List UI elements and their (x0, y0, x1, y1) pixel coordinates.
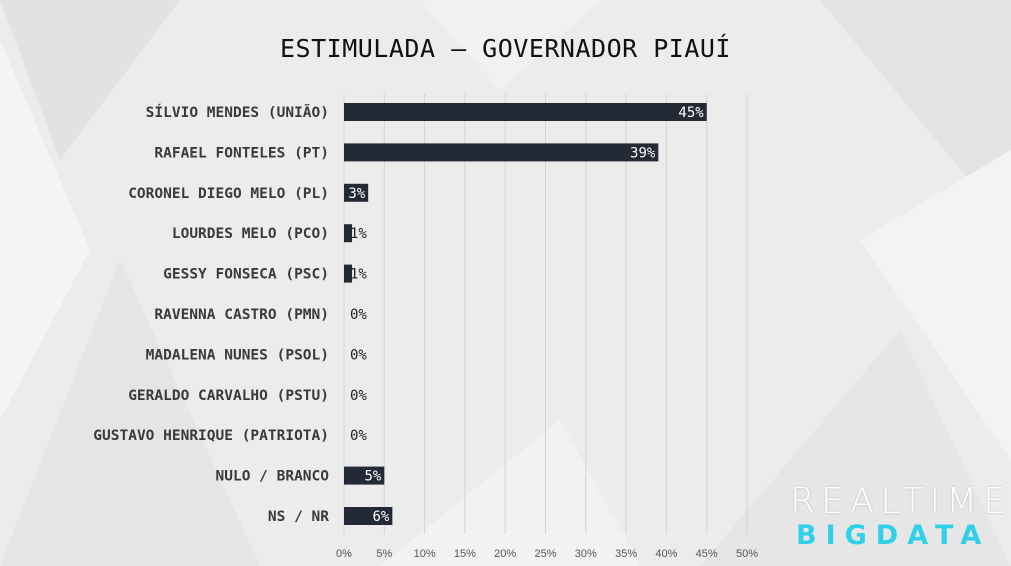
bar (344, 264, 353, 283)
data-label: 1% (350, 226, 367, 242)
x-tick-label: 20% (494, 548, 516, 560)
data-label: 0% (350, 347, 367, 363)
category-label: GESSY FONSECA (PSC) (163, 267, 329, 283)
brand-line-1: REALTIME (790, 481, 1011, 522)
brand-line-2: BIGDATA (796, 520, 991, 551)
category-label: NULO / BRANCO (216, 469, 330, 485)
bar (344, 103, 707, 121)
data-label: 45% (678, 105, 704, 121)
x-tick-label: 25% (534, 548, 556, 560)
x-tick-label: 15% (454, 548, 476, 560)
data-label: 0% (350, 307, 367, 323)
x-tick-label: 0% (336, 548, 352, 560)
brand-logo: REALTIME BIGDATA (790, 481, 1011, 551)
bar (344, 183, 369, 202)
data-label: 0% (350, 428, 367, 444)
category-label: NS / NR (268, 509, 329, 525)
category-label: MADALENA NUNES (PSOL) (146, 347, 329, 363)
category-label: LOURDES MELO (PCO) (172, 226, 329, 242)
x-tick-label: 30% (575, 548, 597, 560)
category-label: GUSTAVO HENRIQUE (PATRIOTA) (93, 428, 329, 444)
data-label: 0% (350, 388, 367, 404)
data-label: 39% (630, 145, 656, 161)
x-tick-label: 40% (655, 548, 677, 560)
bar (344, 466, 385, 485)
category-label: RAFAEL FONTELES (PT) (154, 145, 329, 161)
data-label: 1% (350, 267, 367, 283)
category-label: GERALDO CARVALHO (PSTU) (128, 388, 329, 404)
category-label: SÍLVIO MENDES (UNIÃO) (146, 104, 329, 121)
x-tick-label: 5% (376, 548, 392, 560)
bar (344, 143, 659, 162)
bar (344, 224, 353, 243)
x-tick-label: 35% (615, 548, 637, 560)
x-tick-label: 50% (736, 548, 758, 560)
data-label: 3% (348, 186, 365, 202)
data-label: 6% (373, 509, 390, 525)
chart-title: ESTIMULADA – GOVERNADOR PIAUÍ (280, 34, 731, 63)
data-label: 5% (364, 469, 381, 485)
category-label: CORONEL DIEGO MELO (PL) (128, 186, 329, 202)
x-tick-label: 45% (696, 548, 718, 560)
bar (344, 507, 393, 525)
category-label: RAVENNA CASTRO (PMN) (154, 307, 329, 323)
x-tick-label: 10% (414, 548, 436, 560)
